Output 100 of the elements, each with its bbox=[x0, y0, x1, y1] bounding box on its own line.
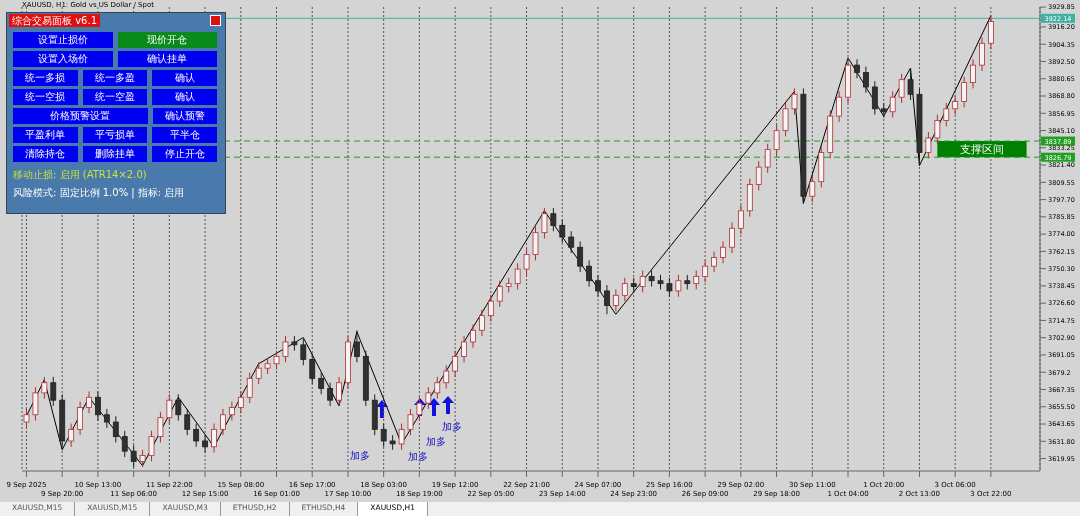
annotation: 综合交易面板 v6.1 bbox=[9, 14, 100, 27]
candlestick bbox=[32, 386, 39, 422]
candlestick bbox=[443, 364, 450, 390]
candlestick bbox=[737, 204, 744, 235]
candlestick bbox=[577, 240, 584, 273]
candlestick bbox=[621, 277, 628, 302]
candlestick bbox=[273, 350, 280, 371]
candlestick bbox=[764, 143, 771, 174]
candlestick bbox=[130, 444, 137, 468]
candlestick bbox=[461, 335, 467, 363]
annotation: 统一空损 bbox=[13, 89, 78, 105]
candlestick bbox=[755, 160, 762, 191]
candlestick bbox=[68, 423, 75, 448]
candlestick bbox=[595, 274, 601, 298]
annotation: 确认预警 bbox=[152, 108, 217, 124]
candlestick bbox=[541, 207, 548, 239]
candlestick bbox=[327, 382, 334, 407]
candlestick bbox=[979, 36, 985, 72]
candlestick bbox=[220, 408, 226, 436]
band-label: 支撑区间 bbox=[959, 143, 1004, 157]
candlestick bbox=[470, 323, 476, 349]
candlestick bbox=[309, 353, 316, 385]
candlestick bbox=[854, 58, 860, 79]
candlestick bbox=[782, 102, 789, 138]
annotation: 确认挂单 bbox=[117, 51, 217, 67]
candlestick bbox=[86, 390, 92, 414]
candlestick bbox=[934, 114, 941, 145]
candlestick bbox=[729, 221, 735, 254]
candlestick bbox=[184, 408, 191, 436]
annotation: 加多 bbox=[442, 420, 462, 434]
annotation: 设置止损价 bbox=[13, 32, 113, 48]
annotation: 删除挂单 bbox=[82, 146, 148, 162]
candlestick bbox=[961, 76, 968, 108]
candlestick bbox=[479, 309, 485, 337]
candlestick bbox=[452, 350, 459, 378]
candlestick bbox=[41, 376, 48, 400]
candlestick bbox=[103, 408, 110, 429]
candlestick bbox=[809, 175, 816, 203]
candlestick bbox=[773, 124, 780, 156]
candlestick bbox=[532, 226, 539, 261]
candlestick bbox=[988, 15, 994, 50]
candlestick bbox=[95, 390, 101, 422]
candlestick bbox=[398, 423, 405, 451]
candlestick bbox=[666, 277, 673, 298]
candlestick bbox=[202, 434, 208, 454]
candlestick bbox=[300, 338, 307, 366]
candlestick bbox=[675, 274, 682, 298]
annotation: 设置入场价 bbox=[13, 51, 113, 67]
candlestick bbox=[211, 423, 217, 454]
annotation: 清除持仓 bbox=[13, 146, 78, 162]
annotation: 加多 bbox=[350, 449, 370, 463]
candlestick bbox=[952, 95, 959, 116]
annotation: 确认 bbox=[152, 89, 218, 105]
candlestick bbox=[720, 240, 726, 264]
annotation: 价格预警设置 bbox=[13, 108, 148, 124]
candlestick bbox=[255, 361, 262, 385]
candlestick bbox=[23, 408, 30, 429]
candlestick bbox=[112, 415, 119, 443]
candlestick bbox=[711, 251, 717, 273]
candlestick bbox=[121, 430, 128, 458]
annotation: 移动止损: 启用 (ATR14×2.0) bbox=[13, 168, 147, 182]
candlestick bbox=[318, 372, 325, 395]
annotation: 风险模式: 固定比例 1.0% | 指标: 启用 bbox=[13, 186, 185, 200]
candlestick bbox=[871, 80, 878, 116]
annotation: 停止开仓 bbox=[152, 146, 218, 162]
candlestick bbox=[514, 262, 521, 290]
annotation: 确认 bbox=[152, 70, 218, 86]
candlestick bbox=[898, 73, 905, 104]
candlestick bbox=[791, 87, 798, 116]
candlestick bbox=[246, 372, 253, 404]
annotation: 统一空盈 bbox=[82, 89, 148, 105]
candlestick bbox=[586, 259, 592, 288]
candlestick bbox=[228, 401, 235, 422]
candlestick bbox=[889, 90, 896, 119]
candlestick bbox=[50, 376, 57, 407]
candlestick bbox=[354, 329, 360, 363]
candlestick bbox=[407, 408, 414, 436]
annotation: 平亏损单 bbox=[82, 127, 148, 143]
candlestick bbox=[157, 411, 164, 443]
candlestick bbox=[380, 423, 387, 448]
candlestick bbox=[863, 66, 869, 94]
annotation: 加多 bbox=[408, 450, 428, 464]
candlestick bbox=[77, 401, 83, 436]
candlestick bbox=[550, 207, 557, 232]
candlestick bbox=[425, 386, 432, 410]
candlestick bbox=[925, 131, 932, 159]
candlestick bbox=[702, 259, 709, 283]
candlestick bbox=[693, 270, 700, 290]
candlestick bbox=[907, 67, 914, 101]
annotation: 统一多盈 bbox=[82, 70, 148, 86]
annotation: 平盈利单 bbox=[13, 127, 78, 143]
candlestick bbox=[559, 219, 566, 244]
candlestick bbox=[523, 248, 530, 276]
candlestick bbox=[487, 294, 494, 323]
candlestick bbox=[282, 335, 289, 363]
candlestick bbox=[148, 430, 155, 462]
annotation: 平半仓 bbox=[152, 127, 218, 143]
candlestick bbox=[970, 58, 976, 89]
candlestick bbox=[612, 288, 619, 312]
candlestick bbox=[943, 102, 950, 127]
